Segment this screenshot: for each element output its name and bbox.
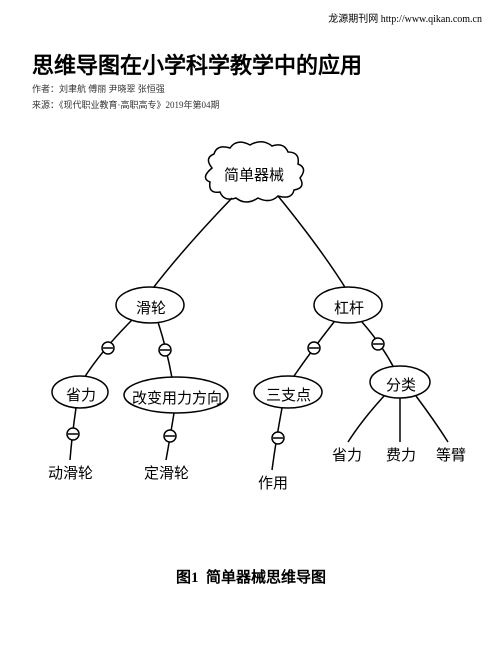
source-prefix: 来源：: [32, 100, 59, 110]
caption-text: 简单器械思维导图: [206, 570, 326, 586]
lever-label: 杠杆: [334, 297, 364, 318]
mindmap-diagram: 简单器械 滑轮 杠杆 省力 改变用力方向 三支点 分类 动滑轮 定滑轮 作用 省…: [32, 140, 470, 580]
site-url: http://www.qikan.com.cn: [381, 14, 482, 25]
header-link[interactable]: 龙源期刊网 http://www.qikan.com.cn: [328, 10, 482, 25]
function-label: 作用: [258, 472, 288, 493]
figure-caption: 图1 简单器械思维导图: [0, 566, 502, 587]
authors-prefix: 作者：: [32, 84, 59, 94]
diagram-svg: [32, 140, 470, 580]
save-effort-label: 省力: [66, 384, 96, 405]
caption-prefix: 图1: [176, 570, 199, 586]
classification-label: 分类: [386, 374, 416, 395]
movable-pulley-label: 动滑轮: [48, 462, 93, 483]
source-text: 《现代职业教育·高职高专》2019年第04期: [59, 100, 220, 110]
authors-line: 作者：刘聿航 傅丽 尹晓翠 张恒强: [32, 82, 165, 95]
site-label: 龙源期刊网: [328, 14, 378, 25]
source-line: 来源：《现代职业教育·高职高专》2019年第04期: [32, 98, 220, 111]
fixed-pulley-label: 定滑轮: [144, 462, 189, 483]
effort-saving-label: 省力: [332, 444, 362, 465]
equal-arm-label: 等臂: [436, 444, 466, 465]
three-fulcrum-label: 三支点: [266, 384, 311, 405]
article-title: 思维导图在小学科学教学中的应用: [32, 48, 362, 80]
authors-names: 刘聿航 傅丽 尹晓翠 张恒强: [59, 84, 165, 94]
pulley-label: 滑轮: [136, 297, 166, 318]
root-label: 简单器械: [224, 164, 284, 185]
effort-costing-label: 费力: [386, 444, 416, 465]
change-direction-label: 改变用力方向: [132, 387, 222, 408]
